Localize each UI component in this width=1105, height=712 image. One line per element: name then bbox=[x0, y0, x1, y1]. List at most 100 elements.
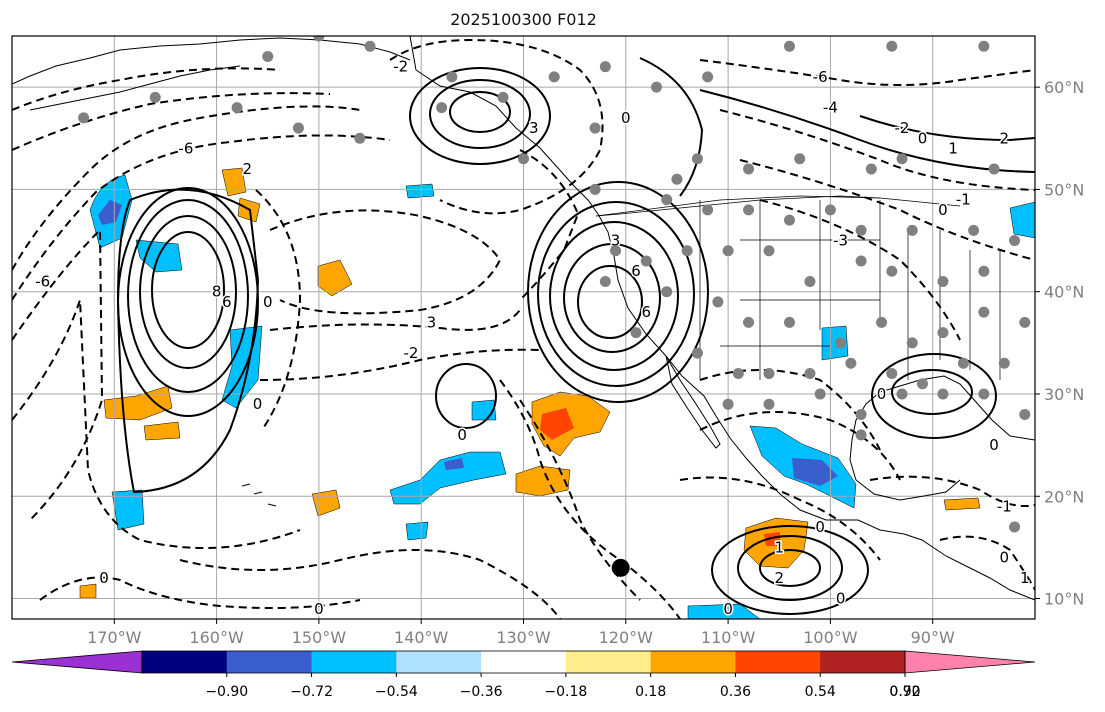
station-dot bbox=[650, 81, 662, 93]
station-dot bbox=[957, 357, 969, 369]
shade-negative-region bbox=[389, 451, 507, 505]
contour-label: 0 bbox=[99, 569, 109, 587]
contour-label: 0 bbox=[723, 600, 733, 618]
contour-label: -3 bbox=[833, 232, 848, 250]
colorbar-tick-label: −0.18 bbox=[544, 684, 587, 700]
station-dot bbox=[354, 132, 366, 144]
shade-positive-region bbox=[943, 497, 981, 511]
contour-label: -1 bbox=[956, 191, 971, 209]
colorbar-bin bbox=[396, 651, 482, 673]
station-dot bbox=[231, 102, 243, 114]
colorbar-tick-label: −0.54 bbox=[375, 684, 418, 700]
coastline-gulf bbox=[849, 375, 1035, 501]
station-dot bbox=[712, 296, 724, 308]
contour-solid bbox=[537, 201, 695, 387]
colorbar-tick-label: 0.18 bbox=[635, 684, 666, 700]
contour-solid bbox=[563, 243, 661, 353]
station-dot bbox=[589, 183, 601, 195]
shade-negative-region bbox=[405, 183, 435, 199]
contour-label: 3 bbox=[427, 313, 437, 331]
contour-solid bbox=[859, 115, 1035, 142]
contour-label: 6 bbox=[631, 262, 641, 280]
contour-label: 0 bbox=[877, 385, 887, 403]
coastline-baja bbox=[665, 355, 721, 449]
lon-label: 110°W bbox=[701, 628, 756, 647]
station-dot bbox=[702, 204, 714, 216]
contour-label: 0 bbox=[836, 590, 846, 608]
station-dot bbox=[906, 337, 918, 349]
contour-dashed-lines bbox=[12, 38, 1035, 619]
contour-dashed bbox=[12, 227, 104, 521]
shade-negative-region bbox=[687, 603, 761, 619]
station-dot bbox=[937, 327, 949, 339]
contour-solid bbox=[699, 89, 1035, 173]
station-dot bbox=[865, 163, 877, 175]
shade-negative-region bbox=[1009, 201, 1035, 239]
station-dot bbox=[630, 327, 642, 339]
station-dot bbox=[855, 408, 867, 420]
station-dot bbox=[149, 91, 161, 103]
lon-label: 150°W bbox=[292, 628, 347, 647]
contour-dashed bbox=[39, 576, 361, 609]
colorbar-bin bbox=[311, 651, 397, 673]
station-dot bbox=[497, 91, 509, 103]
station-dot bbox=[906, 224, 918, 236]
station-dot bbox=[518, 153, 529, 165]
lat-label: 20°N bbox=[1044, 487, 1084, 506]
station-dot bbox=[845, 357, 857, 369]
contour-solid bbox=[891, 369, 973, 415]
station-dot bbox=[814, 388, 826, 400]
contour-dashed bbox=[869, 475, 1035, 507]
shade-positive-region bbox=[317, 259, 353, 297]
contour-label: 8 bbox=[212, 283, 222, 301]
station-dot bbox=[937, 388, 949, 400]
contour-dashed bbox=[699, 369, 881, 451]
lat-label: 40°N bbox=[1044, 283, 1084, 302]
lat-label: 50°N bbox=[1044, 180, 1084, 199]
colorbar-bin bbox=[142, 651, 228, 673]
station-dot bbox=[313, 36, 325, 42]
station-dot bbox=[763, 245, 775, 257]
contour-label: 0 bbox=[621, 109, 631, 127]
station-dot bbox=[855, 224, 867, 236]
station-dot bbox=[783, 40, 795, 52]
station-dot bbox=[896, 388, 908, 400]
station-dot bbox=[896, 153, 908, 165]
station-dot bbox=[978, 306, 990, 318]
contour-solid bbox=[871, 353, 997, 439]
colorbar-bin bbox=[565, 651, 652, 673]
station-dot bbox=[978, 40, 990, 52]
contour-solid bbox=[577, 265, 643, 339]
colorbar-bin bbox=[735, 651, 821, 673]
station-dot bbox=[743, 204, 755, 216]
contour-label: -2 bbox=[403, 344, 418, 362]
station-dot bbox=[661, 286, 673, 298]
station-dot bbox=[743, 163, 755, 175]
contour-dashed bbox=[269, 309, 521, 331]
contour-label: 0 bbox=[938, 201, 948, 219]
station-dot bbox=[886, 40, 898, 52]
station-dot bbox=[763, 368, 775, 380]
colorbar-extend-low bbox=[11, 650, 143, 674]
station-dot bbox=[722, 245, 734, 257]
contour-dashed bbox=[499, 379, 681, 619]
colorbar-outline bbox=[141, 650, 906, 674]
lon-label: 90°W bbox=[911, 628, 955, 647]
contour-lines bbox=[116, 57, 1035, 615]
hawaii-islands bbox=[241, 483, 277, 507]
lon-label: 100°W bbox=[803, 628, 858, 647]
station-dot bbox=[364, 40, 376, 52]
station-dot bbox=[681, 245, 693, 257]
contour-solid bbox=[639, 57, 704, 197]
contour-label: 3 bbox=[529, 119, 539, 137]
station-dot bbox=[661, 194, 673, 206]
station-dot bbox=[937, 275, 949, 287]
contour-label: 1 bbox=[948, 140, 958, 158]
station-dot bbox=[855, 429, 867, 441]
contour-dashed bbox=[12, 67, 281, 111]
us-state-borders bbox=[595, 195, 1001, 380]
contour-solid bbox=[116, 188, 260, 494]
contour-label: 0 bbox=[815, 518, 825, 536]
